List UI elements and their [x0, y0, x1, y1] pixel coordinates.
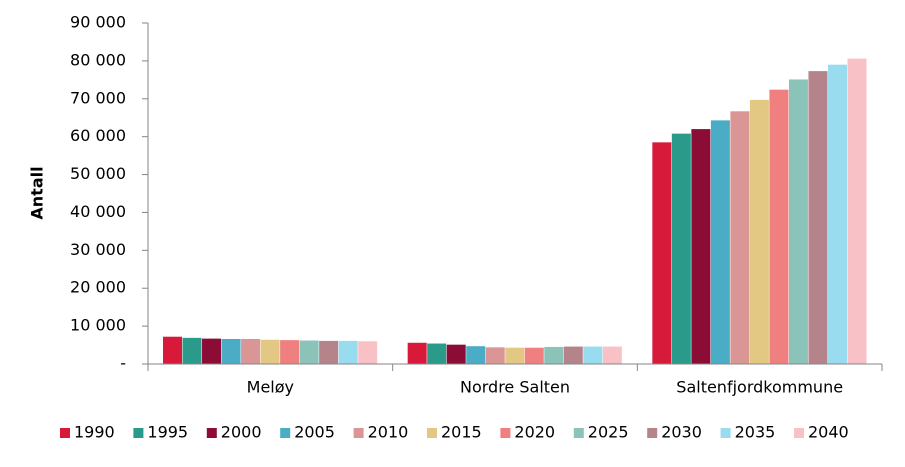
bar [788, 79, 808, 365]
y-tick-label: - [120, 354, 126, 373]
bar [827, 64, 847, 364]
legend-swatch [427, 428, 437, 438]
legend-swatch [720, 428, 731, 438]
y-tick-label: 80 000 [70, 50, 126, 69]
legend-swatch [280, 428, 291, 438]
legend-label: 2015 [441, 423, 482, 442]
y-tick-label: 90 000 [70, 13, 126, 32]
bar [808, 71, 828, 364]
bar [241, 338, 261, 364]
y-tick-label: 60 000 [70, 126, 126, 145]
legend-label: 1995 [147, 423, 188, 442]
bar [583, 346, 603, 364]
bar [544, 346, 564, 364]
bar [407, 342, 427, 364]
legend-swatch [573, 428, 584, 438]
y-tick-label: 50 000 [70, 164, 126, 183]
x-tick-label: Meløy [247, 378, 294, 397]
bar [221, 338, 241, 364]
legend-swatch [647, 428, 658, 438]
legend-label: 2010 [368, 423, 409, 442]
legend-label: 1990 [74, 423, 115, 442]
bar [280, 340, 300, 364]
y-axis-label: Antall [28, 166, 47, 219]
bar [524, 347, 544, 364]
bar [319, 340, 339, 364]
bar [769, 89, 789, 364]
legend-label: 2040 [808, 423, 849, 442]
bar [671, 133, 691, 364]
bar [358, 341, 378, 364]
bar [299, 340, 319, 364]
y-tick-label: 30 000 [70, 240, 126, 259]
bar [485, 347, 505, 364]
bar [602, 346, 622, 364]
legend-label: 2005 [294, 423, 335, 442]
bar [847, 58, 867, 365]
bar [710, 120, 730, 364]
legend-swatch [206, 428, 217, 438]
bar [427, 343, 447, 364]
bar [446, 344, 466, 364]
bar [730, 111, 750, 364]
legend-label: 2020 [514, 423, 555, 442]
legend-swatch [133, 428, 144, 438]
x-tick-label: Saltenfjordkommune [676, 378, 843, 397]
bar [338, 340, 358, 364]
bar [260, 339, 280, 364]
legend-label: 2025 [588, 423, 629, 442]
x-tick-label: Nordre Salten [460, 378, 570, 397]
legend-label: 2030 [661, 423, 702, 442]
legend-label: 2035 [735, 423, 776, 442]
legend-swatch [353, 428, 364, 438]
legend-swatch [794, 428, 804, 438]
y-tick-label: 70 000 [70, 88, 126, 107]
y-tick-label: 10 000 [70, 316, 126, 335]
legend-label: 2000 [221, 423, 262, 442]
legend-swatch [500, 428, 511, 438]
bar [749, 99, 769, 365]
bar [563, 346, 583, 364]
bar [505, 347, 525, 364]
bar [652, 142, 672, 364]
bar [202, 338, 222, 364]
y-tick-label: 20 000 [70, 278, 126, 297]
bar [163, 336, 183, 364]
bar [691, 129, 711, 364]
bar [466, 346, 486, 364]
bar [182, 337, 202, 364]
legend-swatch [60, 428, 70, 438]
y-tick-label: 40 000 [70, 202, 126, 221]
